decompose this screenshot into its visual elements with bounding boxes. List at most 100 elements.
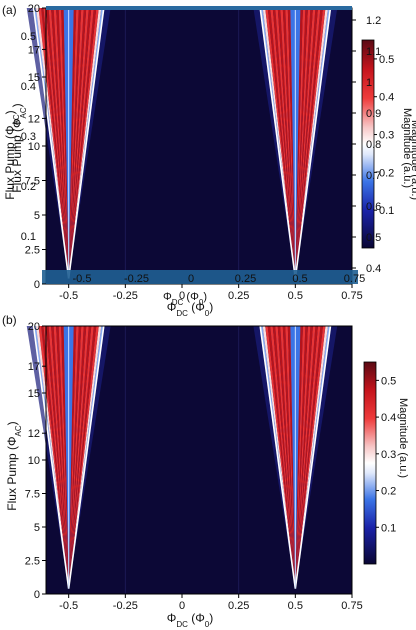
cone-stripe [68,326,79,589]
y-tick-label: 7.5 [25,176,40,188]
cone-stripe [68,8,74,279]
overlay-colorbar-tick-label: 0.5 [366,232,381,244]
colorbar-tick-label: 0.1 [379,205,394,217]
y-tick-label: 15 [28,388,40,400]
cone-stripe [295,326,313,589]
cone-stripe [53,8,69,279]
panel-a-yaxis: 0 2.5 5 7.5 10 12 15 17 20 [25,3,46,291]
colorbar-tick-label: 0.4 [379,92,394,104]
x-tick-label: 0 [179,290,185,302]
label-part: Flux Pump (Φ [5,436,19,510]
panel-a-colorbar-label: Magnitude (a.u.) [401,108,413,188]
label-part: Φ [190,291,199,303]
x-tick-label: 0.25 [228,290,249,302]
cone-stripe [295,8,316,279]
panel-a-overlay-strip [42,6,358,284]
colorbar-tick-label: 0.1 [381,522,396,534]
cone-stripe [63,8,69,279]
label-part: Φ [195,300,205,314]
x-tick-label: 0.25 [228,600,249,612]
cone-stripe [46,326,69,589]
y-tick-label: 15 [28,72,40,84]
cone-stripe [36,8,69,279]
cone-stripe [277,326,296,589]
cone-stripe [68,326,94,589]
label-part: Φ [163,291,172,303]
label-part: ) [10,103,24,107]
colorbar-tick-label: 0.3 [381,449,396,461]
cone-stripe [295,8,313,279]
label-part: AC [12,114,21,125]
panel-a-xlabel-ghost: ΦDC (Φ0) [163,291,207,307]
cone-stripe [46,8,69,279]
overlay-left-tick-label: 0.5 [21,31,36,43]
label-part: ) [5,421,19,425]
cone-stripe [48,8,69,279]
cone-stripe [295,326,306,589]
overlay-left-tick-label: 0.3 [21,131,36,143]
cone-stripe [295,326,311,589]
label-part: ( [188,611,195,625]
overlay-colorbar-tick-label: 0.8 [366,139,381,151]
overlay-left-tick-label: 0.1 [21,231,36,243]
cone-stripe [68,8,102,279]
y-tick-label: 17 [28,44,40,56]
cone-stripe [282,8,296,279]
cone-stripe [68,326,84,589]
cone-stripe [41,326,69,589]
colorbar-tick-label: 0.2 [381,486,396,498]
label-part: Φ [167,300,177,314]
cone-stripe [68,326,89,589]
cone-stripe [68,8,92,279]
overlay-bottom-tick-label: 0.75 [344,273,365,285]
label-part: 0 [205,309,210,318]
cone-stripe [290,8,296,279]
cone-stripe [56,326,69,589]
cone-stripe [68,8,79,279]
cone-stripe [280,326,296,589]
cone-stripe [270,8,296,279]
cone-stripe [285,326,296,589]
cone-stripe [295,8,308,279]
panel-b-xlabel: ΦDC (Φ0) [167,611,214,629]
cone-stripe [68,326,87,589]
cone-stripe [43,8,69,279]
cone-stripe [295,326,308,589]
overlay-colorbar-tick-label: 0.9 [366,108,381,120]
panel-a-overlay-bottom-ticks: -0.5 -0.25 0 0.25 0.5 0.75 [73,273,366,285]
colorbar-tick-label: 0.5 [379,54,394,66]
panel-b-heatmap [26,325,353,595]
y-tick-label: 2.5 [25,556,40,568]
overlay-bottom-tick-label: 0 [188,273,194,285]
label-part: Φ [195,611,205,625]
label-part: 0 [205,620,210,629]
cone-edge [294,325,332,589]
label-part: DC [176,620,188,629]
overlay-colorbar-tick-label: 1 [366,77,372,89]
cone-stripe [68,326,82,589]
label-part: ) [209,611,213,625]
panel-a-overlay-colorbar-ticks: 0.4 0.5 0.6 0.7 0.8 0.9 1 1.1 1.2 [352,15,381,275]
panel-a-ylabel: Flux Pump (ΦAC) [3,110,21,199]
y-tick-label: 0 [34,589,40,601]
cone-stripe [68,8,99,279]
panel-b-ylabel: Flux Pump (ΦAC) [5,421,23,510]
overlay-colorbar-tick-label: 1.1 [366,46,381,58]
label-part: Flux Pump (Φ [10,118,24,192]
cone-stripe [295,326,303,589]
cone-stripe [295,8,318,279]
overlay-colorbar-tick-label: 1.2 [366,15,381,27]
y-tick-label: 17 [28,361,40,373]
y-tick-label: 12 [28,113,40,125]
cone-stripe [295,326,301,589]
cone-stripe [63,326,69,589]
cone-stripe [270,326,296,589]
cone-stripe [272,8,296,279]
y-tick-label: 20 [28,3,40,15]
label-part: DC [176,309,188,318]
y-tick-label: 5 [34,522,40,534]
panel-b-label: (b) [2,313,17,327]
cone-stripe [51,326,69,589]
cone-stripe [295,326,321,589]
